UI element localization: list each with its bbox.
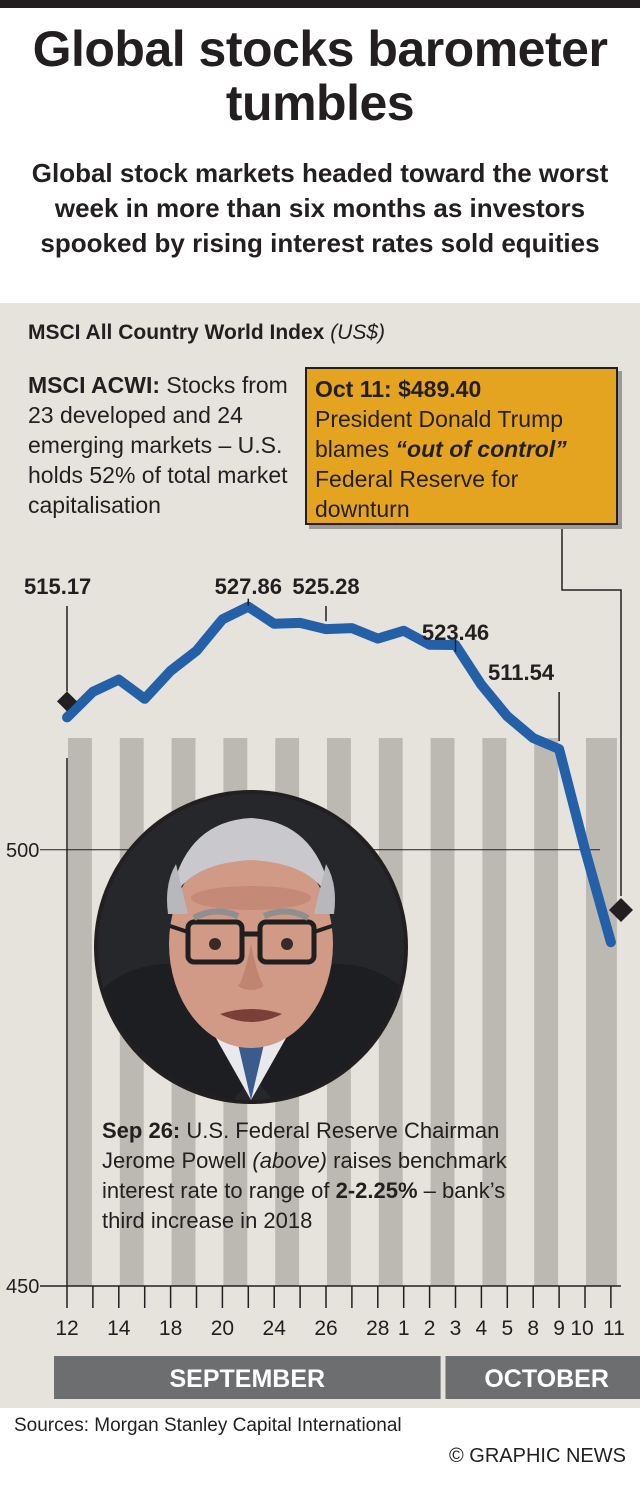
data-label: 527.86 [215, 574, 282, 599]
index-title-name: MSCI All Country World Index [28, 321, 325, 344]
data-point [479, 683, 483, 687]
data-point [531, 736, 535, 740]
data-point [350, 626, 354, 630]
data-label: 515.17 [24, 574, 91, 599]
callout-text-after: Federal Reserve for downturn [315, 466, 519, 522]
data-point [505, 714, 509, 718]
data-point [220, 617, 224, 621]
x-tick-label: 11 [603, 1317, 625, 1340]
x-tick-label: 24 [263, 1317, 287, 1340]
data-point [583, 848, 587, 852]
data-point [609, 940, 613, 944]
x-tick-label: 26 [314, 1317, 337, 1340]
x-tick-label: 14 [107, 1317, 131, 1340]
acwi-note-label: MSCI ACWI: [28, 372, 161, 398]
x-tick-label: 4 [476, 1317, 488, 1340]
sep-26-note: Sep 26: U.S. Federal Reserve Chairman Je… [102, 1116, 522, 1236]
acwi-note: MSCI ACWI: Stocks from 23 developed and … [28, 370, 298, 520]
data-point [298, 621, 302, 625]
headline: Global stocks barometer tumbles [32, 21, 608, 131]
sep-note-aside: (above) [252, 1148, 327, 1173]
index-title-unit: (US$) [330, 321, 386, 344]
chart-stripe [534, 738, 559, 1286]
month-bar [445, 1356, 640, 1399]
month-label: OCTOBER [484, 1365, 609, 1393]
sep-note-range: 2-2.25% [335, 1178, 418, 1203]
sources: Sources: Morgan Stanley Capital Internat… [14, 1415, 402, 1436]
data-point [557, 747, 561, 751]
x-tick-label: 2 [424, 1317, 436, 1340]
data-point [143, 697, 147, 701]
callout-heading: Oct 11: $489.40 [315, 376, 482, 402]
sep-note-label: Sep 26: [102, 1118, 181, 1143]
x-tick-label: 5 [501, 1317, 513, 1340]
x-tick-label: 8 [527, 1317, 539, 1340]
data-point [65, 715, 69, 719]
data-point [428, 643, 432, 647]
oct-11-callout: Oct 11: $489.40 President Donald Trump b… [305, 367, 618, 525]
marker-diamond [609, 898, 633, 922]
data-point [324, 627, 328, 631]
index-title: MSCI All Country World Index (US$) [28, 320, 385, 346]
x-tick-label: 12 [55, 1317, 78, 1340]
chart-stripe [430, 738, 455, 1286]
chart-stripe [604, 738, 617, 1286]
powell-portrait-illustration [98, 794, 404, 1100]
chart-stripe [68, 738, 92, 1286]
data-point [272, 622, 276, 626]
y-tick-label: 500 [6, 840, 39, 862]
callout-text-before: President Donald Trump blames [315, 406, 564, 462]
data-label: 525.28 [292, 574, 359, 599]
sep-note-text3: – bank’s third increase in 2018 [102, 1178, 506, 1233]
month-bar [54, 1356, 441, 1399]
x-tick-label: 10 [570, 1317, 593, 1340]
standfirst: Global stock markets headed toward the w… [31, 158, 609, 258]
data-point [91, 690, 95, 694]
sep-note-text2: raises benchmark interest rate to range … [102, 1148, 507, 1203]
x-tick-label: 28 [366, 1317, 389, 1340]
x-tick-label: 20 [211, 1317, 234, 1340]
top-rule [0, 0, 640, 8]
credit: © GRAPHIC NEWS [449, 1445, 626, 1467]
marker-diamond [57, 691, 77, 712]
powell-photo [94, 790, 408, 1104]
month-label: SEPTEMBER [170, 1365, 326, 1393]
acwi-note-text: Stocks from 23 developed and 24 emerging… [28, 372, 288, 518]
callout-quote: “out of control” [395, 436, 567, 462]
chart-stripe [482, 738, 507, 1286]
data-point [195, 649, 198, 653]
x-tick-label: 18 [159, 1317, 182, 1340]
callout-leader [561, 525, 622, 896]
data-point [169, 669, 173, 673]
x-tick-label: 1 [398, 1317, 410, 1340]
data-label: 511.54 [488, 660, 555, 685]
x-tick-label: 3 [450, 1317, 462, 1340]
y-tick-label: 450 [6, 1276, 39, 1298]
x-tick-label: 9 [553, 1317, 565, 1340]
data-point [376, 637, 380, 641]
sep-note-text1: U.S. Federal Reserve Chairman Jerome Pow… [102, 1118, 500, 1173]
data-point [402, 629, 406, 633]
data-point [117, 678, 121, 682]
series-line [62, 601, 616, 948]
